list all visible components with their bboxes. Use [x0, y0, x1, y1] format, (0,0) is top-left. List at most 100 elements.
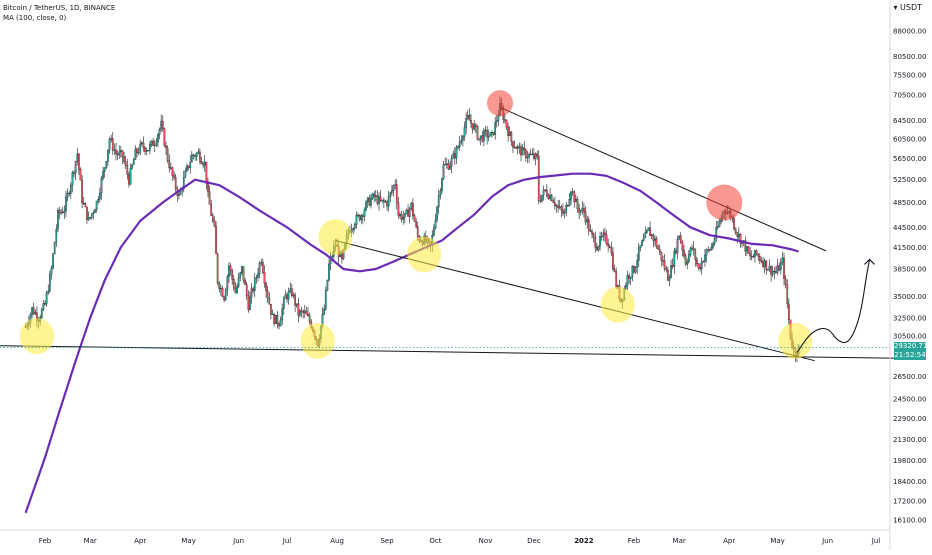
candle	[213, 216, 216, 228]
candle-body	[692, 247, 695, 250]
candle-body	[536, 153, 538, 157]
candle-body	[205, 161, 208, 184]
candle-body	[578, 208, 580, 213]
candle	[437, 189, 440, 215]
candle-body	[163, 128, 166, 147]
candle-body	[554, 202, 556, 206]
currency-label[interactable]: ▾ USDT	[893, 3, 922, 12]
candle-body	[378, 196, 380, 204]
candle-body	[155, 141, 158, 146]
candle	[194, 154, 196, 161]
candle-body	[355, 215, 358, 225]
candle-body	[579, 210, 582, 213]
candle	[145, 147, 148, 156]
candle-body	[460, 140, 463, 143]
candle-body	[202, 163, 204, 166]
candle-body	[471, 122, 474, 130]
candle	[203, 155, 206, 172]
trendline	[0, 345, 925, 360]
candle	[229, 263, 232, 276]
candle-body	[195, 153, 198, 157]
candle	[399, 212, 401, 219]
candle	[353, 222, 356, 232]
candle	[757, 253, 760, 261]
time-tick-label: Jun	[821, 537, 833, 545]
candle	[545, 183, 548, 198]
candle-body	[226, 276, 229, 291]
candle	[462, 134, 464, 147]
candle-body	[604, 232, 606, 235]
candle	[387, 190, 390, 212]
candle	[184, 167, 187, 178]
price-tick-label: 32500.00	[893, 314, 926, 322]
candle	[710, 243, 713, 251]
candle-body	[408, 208, 411, 217]
candle	[370, 194, 372, 209]
candle	[207, 177, 209, 198]
candle	[202, 161, 204, 169]
candle-body	[607, 243, 609, 247]
candle	[562, 203, 564, 216]
candle-body	[571, 191, 574, 193]
candle	[192, 153, 195, 160]
candle	[73, 170, 75, 178]
candle	[247, 290, 250, 313]
candle	[155, 138, 158, 148]
candle	[657, 244, 660, 250]
candle-body	[689, 247, 692, 255]
candle	[258, 260, 261, 279]
time-axis[interactable]: Feb Mar Apr May Jun Jul Aug Sep Oct Nov Dec 2022 Feb…	[0, 529, 890, 545]
candle	[57, 207, 59, 233]
candle-body	[681, 241, 684, 251]
candle	[403, 213, 406, 224]
candle	[663, 253, 666, 272]
candle-body	[715, 227, 718, 239]
candle-body	[374, 195, 377, 197]
candle	[378, 192, 380, 211]
candle-body	[631, 266, 634, 278]
candle	[386, 199, 388, 211]
candle	[746, 245, 748, 256]
candle-body	[576, 198, 579, 209]
candle-body	[286, 294, 288, 300]
candle-body	[182, 177, 185, 190]
candle	[58, 206, 61, 220]
price-tick-label: 41500.00	[893, 244, 926, 252]
candle-body	[560, 206, 563, 211]
candle	[139, 139, 142, 156]
candle	[329, 251, 332, 271]
legend-symbol: Bitcoin / TetherUS, 1D, BINANCE	[3, 4, 116, 12]
candle-body	[78, 153, 80, 170]
candle-body	[712, 243, 714, 248]
candle-body	[644, 232, 647, 239]
candle	[86, 206, 88, 224]
candle	[554, 196, 556, 210]
candle-body	[110, 138, 113, 140]
candle	[366, 197, 369, 208]
candle-body	[149, 144, 151, 151]
price-tick-label: 80500.00	[893, 53, 926, 61]
candle-body	[152, 140, 154, 147]
candle	[463, 121, 466, 141]
candle-body	[31, 307, 33, 315]
candle-body	[239, 272, 242, 279]
candle	[63, 205, 66, 219]
candle-body	[300, 310, 303, 312]
candle-body	[281, 308, 284, 321]
candle	[470, 113, 472, 128]
candle-body	[784, 278, 787, 285]
candle	[328, 259, 330, 282]
candle-body	[295, 303, 298, 306]
candle	[371, 192, 374, 201]
candle-body	[95, 201, 98, 211]
candle	[244, 277, 246, 285]
candle-body	[684, 255, 687, 265]
candle-body	[525, 149, 527, 158]
price-axis[interactable]: 16100.00 17200.00 18400.00 19800.00 21300.00…	[889, 0, 926, 550]
candle-body	[750, 255, 753, 258]
candle-body	[637, 247, 640, 261]
candle	[758, 253, 761, 264]
candle-body	[82, 202, 85, 205]
